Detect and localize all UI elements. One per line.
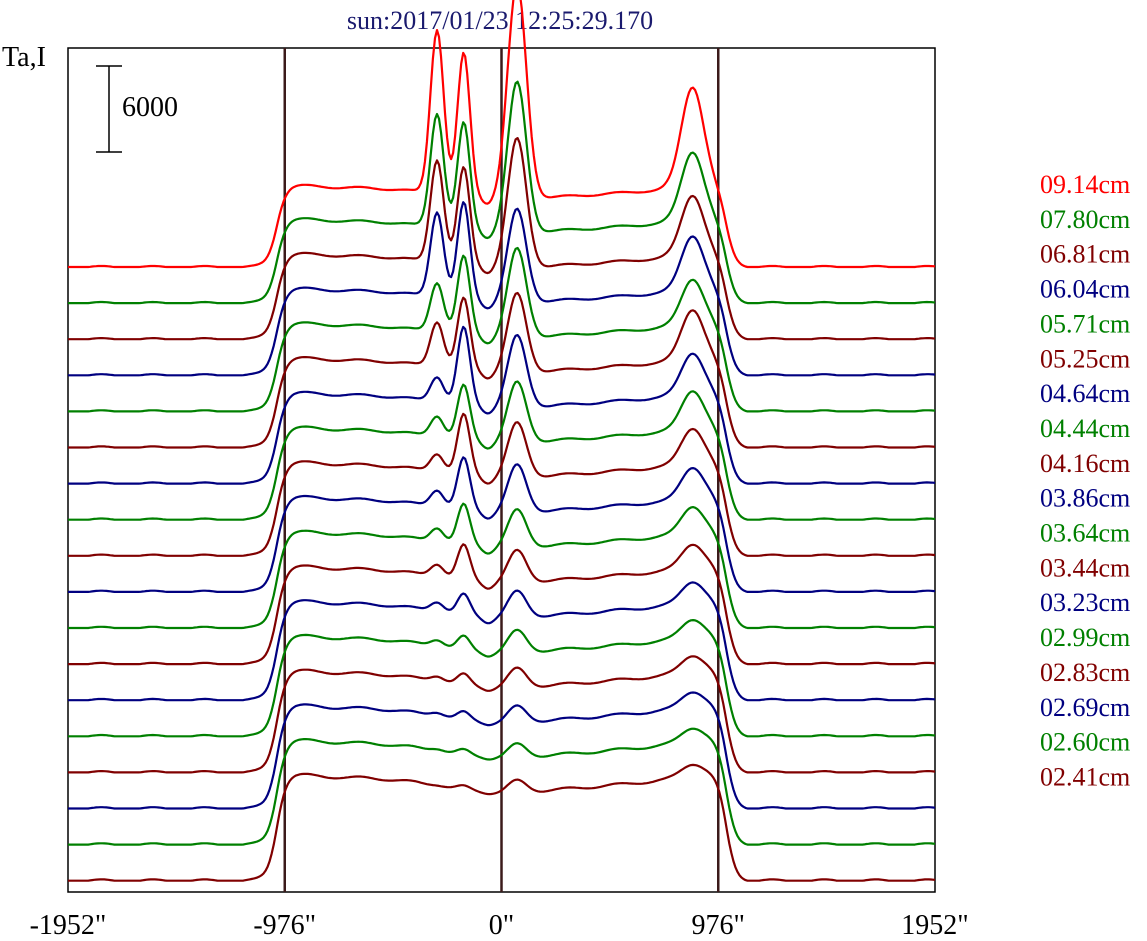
x-tick-label: 1952" [901, 910, 968, 941]
series-line-05.71cm [68, 246, 936, 413]
legend-entry: 02.83cm [1040, 658, 1130, 687]
legend-entry: 02.41cm [1040, 762, 1130, 791]
series-line-02.99cm [68, 619, 936, 738]
legend-entry: 02.60cm [1040, 728, 1130, 757]
series-line-07.80cm [68, 80, 936, 305]
y-axis-label: Ta,I [2, 42, 46, 73]
series-line-03.23cm [68, 581, 936, 702]
legend: 09.14cm 07.80cm 06.81cm 06.04cm 05.71cm 05.25… [1040, 170, 1130, 791]
series-line-04.16cm [68, 412, 936, 557]
series-line-09.14cm [68, 0, 936, 269]
x-tick-label: -1952" [30, 910, 107, 941]
x-tick-label: -976" [253, 910, 316, 941]
series-line-04.64cm [68, 325, 936, 485]
reference-lines [283, 48, 720, 892]
x-tick-label: 976" [692, 910, 745, 941]
legend-entry: 06.04cm [1040, 275, 1130, 304]
x-axis-ticks: -1952" -976" 0" 976" 1952" [30, 910, 969, 941]
series-line-06.81cm [68, 137, 936, 341]
legend-entry: 03.23cm [1040, 588, 1130, 617]
chart-title: sun:2017/01/23 12:25:29.170 [347, 6, 653, 35]
series-line-02.69cm [68, 691, 936, 810]
legend-entry: 07.80cm [1040, 205, 1130, 234]
series-line-02.83cm [68, 655, 936, 774]
legend-entry: 02.69cm [1040, 693, 1130, 722]
series-line-05.25cm [68, 291, 936, 449]
scale-bar: 6000 [96, 65, 178, 153]
legend-entry: 05.71cm [1040, 309, 1130, 338]
legend-entry: 03.44cm [1040, 553, 1130, 582]
series-line-03.86cm [68, 456, 936, 593]
legend-entry: 02.99cm [1040, 623, 1130, 652]
series-line-02.60cm [68, 727, 936, 846]
legend-entry: 03.86cm [1040, 484, 1130, 513]
series-line-03.44cm [68, 543, 936, 666]
legend-entry: 05.25cm [1040, 344, 1130, 373]
series-line-02.41cm [68, 763, 936, 882]
legend-entry: 04.64cm [1040, 379, 1130, 408]
series-group [68, 0, 936, 882]
series-line-03.64cm [68, 502, 936, 630]
legend-entry: 09.14cm [1040, 170, 1130, 199]
legend-entry: 04.16cm [1040, 449, 1130, 478]
scale-bar-label: 6000 [122, 92, 178, 123]
series-line-06.04cm [68, 201, 936, 377]
legend-entry: 06.81cm [1040, 240, 1130, 269]
legend-entry: 03.64cm [1040, 519, 1130, 548]
legend-entry: 04.44cm [1040, 414, 1130, 443]
x-tick-label: 0" [489, 910, 514, 941]
series-line-04.44cm [68, 380, 936, 521]
